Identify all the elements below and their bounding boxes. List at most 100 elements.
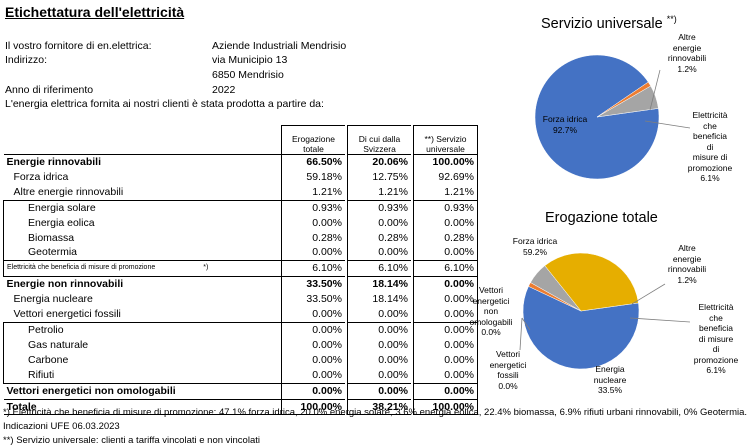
cell-univ: 100.00% <box>413 398 478 416</box>
row-label: Energia solare <box>3 199 282 216</box>
cell-univ: 0.00% <box>413 215 478 231</box>
page-title: Etichettatura dell'elettricità <box>5 4 185 20</box>
row-label: Gas naturale <box>3 337 282 353</box>
header-total: Erogazione totale <box>281 125 345 155</box>
cell-univ: 0.00% <box>413 321 478 338</box>
row-label: Totale <box>3 398 282 416</box>
pie2-leader-nonomo <box>521 317 531 331</box>
chart1-label-altre-rinnovabili: Altre energie rinnovabili 1.2% <box>667 32 707 74</box>
table-row: Forza idrica 59.18% 12.75% 92.69% <box>4 169 478 185</box>
cell-swiss: 0.00% <box>347 321 411 338</box>
cell-total: 0.28% <box>281 230 345 246</box>
row-label: Rifiuti <box>3 367 282 384</box>
row-label: Altre energie rinnovabili <box>13 185 124 198</box>
header-universal: **) Servizio universale <box>413 125 478 155</box>
row-label: Geotermia <box>3 245 282 261</box>
cell-total: 0.93% <box>281 199 345 216</box>
row-label: Energie non rinnovabili <box>3 276 282 293</box>
footnote-source: Indicazioni UFE 06.03.2023 <box>3 421 120 432</box>
cell-swiss: 1.21% <box>347 184 411 201</box>
pie2-leader-altre <box>631 283 666 305</box>
supplier-name: Aziende Industriali Mendrisio <box>212 40 347 52</box>
chart1-label-forza-idrica: Forza idrica 92.7% <box>542 114 588 135</box>
cell-swiss: 0.28% <box>347 230 411 246</box>
chart2-label-vettori-fossili: Vettori energetici fossili 0.0% <box>489 349 527 391</box>
table-row: Altre energie rinnovabili 1.21% 1.21% 1.21% <box>4 184 478 201</box>
row-label: Forza idrica <box>13 170 69 183</box>
row-label: Vettori energetici non omologabili <box>3 382 282 399</box>
cell-univ: 0.00% <box>413 307 478 323</box>
row-label: Elettricità che beneficia di misure di p… <box>3 260 282 277</box>
cell-univ: 0.00% <box>413 292 478 308</box>
cell-swiss: 0.00% <box>347 337 411 353</box>
cell-total: 100.00% <box>281 398 345 416</box>
address-label: Indirizzo: <box>5 54 48 66</box>
cell-swiss: 0.00% <box>347 382 411 399</box>
table-row: Energia nucleare 33.50% 18.14% 0.00% <box>4 292 478 308</box>
table-row: Gas naturale 0.00% 0.00% 0.00% <box>3 337 478 353</box>
cell-univ: 0.00% <box>413 367 478 384</box>
row-label: Carbone <box>3 352 282 368</box>
cell-univ: 100.00% <box>413 153 478 170</box>
table-row: Petrolio 0.00% 0.00% 0.00% <box>3 321 478 338</box>
chart2-label-forza-idrica: Forza idrica 59.2% <box>512 236 558 257</box>
cell-univ: 0.28% <box>413 230 478 246</box>
pie1-slice-2 <box>596 85 659 118</box>
table-row: Rifiuti 0.00% 0.00% 0.00% <box>3 367 478 384</box>
table-row: Energie rinnovabili 66.50% 20.06% 100.00% <box>3 153 478 170</box>
cell-swiss: 20.06% <box>347 153 411 170</box>
table-row: Energie non rinnovabili 33.50% 18.14% 0.00% <box>3 276 478 293</box>
cell-swiss: 0.00% <box>347 215 411 231</box>
chart2-label-vettori-non-omologabili: Vettori energetici non omologabili 0.0% <box>469 285 513 337</box>
cell-univ: 0.00% <box>413 382 478 399</box>
pie1-leader-altre <box>649 69 661 111</box>
row-label-mark: *) <box>203 264 209 272</box>
table-row: Biomassa 0.28% 0.28% 0.28% <box>3 230 478 246</box>
table-row: Geotermia 0.00% 0.00% 0.00% <box>3 245 478 261</box>
row-label: Vettori energetici fossili <box>13 308 121 321</box>
cell-total: 0.00% <box>281 215 345 231</box>
pie2-slice-3 <box>544 252 639 312</box>
chart1-title: Servizio universale **) <box>541 14 677 32</box>
cell-total: 66.50% <box>281 153 345 170</box>
cell-swiss: 0.00% <box>347 367 411 384</box>
chart2-label-altre-rinnovabili: Altre energie rinnovabili 1.2% <box>667 243 707 285</box>
chart1-title-mark: **) <box>666 14 677 24</box>
cell-swiss: 12.75% <box>347 169 411 185</box>
cell-total: 59.18% <box>281 169 345 185</box>
cell-swiss: 18.14% <box>347 292 411 308</box>
chart2-title: Erogazione totale <box>545 210 658 226</box>
cell-total: 0.00% <box>281 337 345 353</box>
cell-univ: 1.21% <box>413 184 478 201</box>
footnote-universal: **) Servizio universale: clienti a tarif… <box>3 435 260 446</box>
cell-total: 6.10% <box>281 260 345 277</box>
table-row: Vettori energetici non omologabili 0.00% 0… <box>3 382 478 399</box>
cell-univ: 0.00% <box>413 352 478 368</box>
pie2-leader-fossili <box>519 317 523 351</box>
cell-swiss: 18.14% <box>347 276 411 293</box>
table-row: Vettori energetici fossili 0.00% 0.00% 0.00… <box>4 307 478 323</box>
cell-swiss: 6.10% <box>347 260 411 277</box>
cell-univ: 0.93% <box>413 199 478 216</box>
footnote-promotion: *) Elettricità che beneficia di misure d… <box>3 407 748 418</box>
table-row: Energia solare 0.93% 0.93% 0.93% <box>3 199 478 216</box>
row-label: Energia nucleare <box>13 293 93 306</box>
row-label: Energie rinnovabili <box>3 153 282 170</box>
table-row: Carbone 0.00% 0.00% 0.00% <box>3 352 478 368</box>
cell-swiss: 0.00% <box>347 352 411 368</box>
row-label: Energia eolica <box>3 215 282 231</box>
year-value: 2022 <box>212 84 236 96</box>
supplier-label: Il vostro fornitore di en.elettrica: <box>5 40 152 52</box>
row-label: Petrolio <box>3 321 282 338</box>
pie2-leader-elett <box>629 317 691 323</box>
row-label-text: Elettricità che beneficia di misure di p… <box>7 264 156 272</box>
cell-univ: 92.69% <box>413 169 478 185</box>
cell-total: 0.00% <box>281 367 345 384</box>
address-line1: via Municipio 13 <box>212 54 288 66</box>
cell-total: 1.21% <box>281 184 345 201</box>
cell-total: 0.00% <box>281 352 345 368</box>
cell-total: 0.00% <box>281 321 345 338</box>
cell-univ: 0.00% <box>413 337 478 353</box>
address-line2: 6850 Mendrisio <box>212 69 284 81</box>
